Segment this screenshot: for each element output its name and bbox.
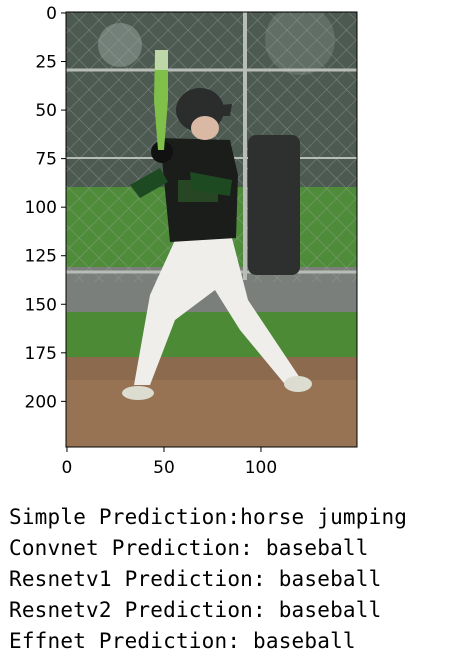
y-tick-label: 125 [25, 247, 57, 267]
y-tick-label: 175 [25, 344, 57, 364]
y-tick-label: 25 [35, 53, 57, 73]
y-axis: 0 25 50 75 100 125 150 175 200 [25, 4, 66, 412]
convnet-prediction-line: Convnet Prediction: baseball [9, 536, 369, 560]
resnetv1-prediction-line: Resnetv1 Prediction: baseball [9, 567, 382, 591]
effnet-prediction-line: Effnet Prediction: baseball [9, 629, 356, 653]
y-tick-label: 0 [46, 4, 57, 24]
image-figure: 0 25 50 75 100 125 150 175 200 0 50 100 [25, 4, 358, 478]
x-tick-label: 0 [62, 458, 73, 478]
y-tick-label: 75 [35, 150, 57, 170]
x-tick-label: 100 [245, 458, 277, 478]
prediction-output: Simple Prediction:horse jumping Convnet … [9, 502, 407, 657]
y-tick-label: 200 [25, 392, 57, 412]
plot-frame [65, 11, 358, 448]
baseball-batter-photo [66, 12, 357, 447]
x-axis: 0 50 100 [62, 447, 277, 478]
y-tick-label: 50 [35, 101, 57, 121]
y-tick-label: 150 [25, 295, 57, 315]
simple-prediction-line: Simple Prediction:horse jumping [9, 505, 408, 529]
x-tick-label: 50 [153, 458, 175, 478]
y-tick-label: 100 [25, 198, 57, 218]
resnetv2-prediction-line: Resnetv2 Prediction: baseball [9, 598, 382, 622]
